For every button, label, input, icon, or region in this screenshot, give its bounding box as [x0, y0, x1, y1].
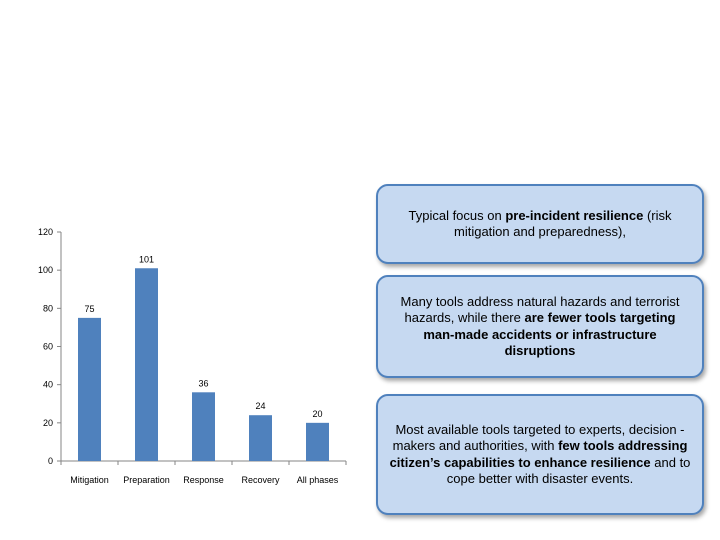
y-axis: 0 20 40 60 80 100 120: [38, 227, 62, 466]
callout-hazard-types: Many tools address natural hazards and t…: [376, 275, 704, 378]
y-tick-label: 20: [43, 418, 53, 428]
y-tick-label: 120: [38, 227, 53, 237]
callout-bold-text: pre-incident resilience: [505, 207, 644, 223]
bar-chart: 0 20 40 60 80 100 120 Mitigation Preparation Res…: [38, 227, 347, 485]
callout-text: Typical focus on pre-incident resilience…: [388, 208, 692, 241]
callout-bold-text: few tools addressing citizen’s capabilit…: [389, 438, 688, 470]
category-label: Preparation: [123, 475, 170, 485]
bar-mitigation: [78, 317, 101, 461]
y-tick-label: 80: [43, 303, 53, 313]
callout-text: Most available tools targeted to experts…: [388, 422, 692, 488]
y-tick-label: 60: [43, 342, 53, 352]
callout-plain-text: Many tools address natural hazards and t…: [400, 293, 680, 326]
callout-plain-text: and to cope better with disaster events.: [446, 454, 691, 487]
bar-recovery: [249, 415, 272, 461]
x-axis: Mitigation Preparation Response Recovery All…: [60, 460, 347, 485]
category-label: All phases: [297, 475, 339, 485]
category-label: Response: [183, 475, 224, 485]
bars: 75 101 36 24 20: [78, 254, 329, 461]
bar-response: [192, 392, 215, 461]
category-label: Mitigation: [70, 475, 109, 485]
y-tick-label: 100: [38, 265, 53, 275]
data-label: 24: [255, 401, 265, 411]
callout-target-audience: Most available tools targeted to experts…: [376, 394, 704, 515]
callout-plain-text: (risk mitigation and preparedness),: [454, 207, 672, 240]
callout-pre-incident-focus: Typical focus on pre-incident resilience…: [376, 184, 704, 264]
data-label: 75: [84, 304, 94, 314]
callout-text: Many tools address natural hazards and t…: [388, 294, 692, 360]
data-label: 36: [198, 378, 208, 388]
callout-bold-text: are fewer tools targeting man-made accid…: [423, 310, 676, 358]
callout-plain-text: Typical focus on: [408, 207, 506, 223]
category-label: Recovery: [241, 475, 280, 485]
data-label: 101: [139, 254, 154, 264]
y-tick-label: 0: [48, 456, 53, 466]
bar-preparation: [135, 268, 158, 461]
bar-all-phases: [306, 422, 329, 461]
data-label: 20: [312, 409, 322, 419]
y-tick-label: 40: [43, 380, 53, 390]
callout-plain-text: Most available tools targeted to experts…: [392, 421, 685, 454]
